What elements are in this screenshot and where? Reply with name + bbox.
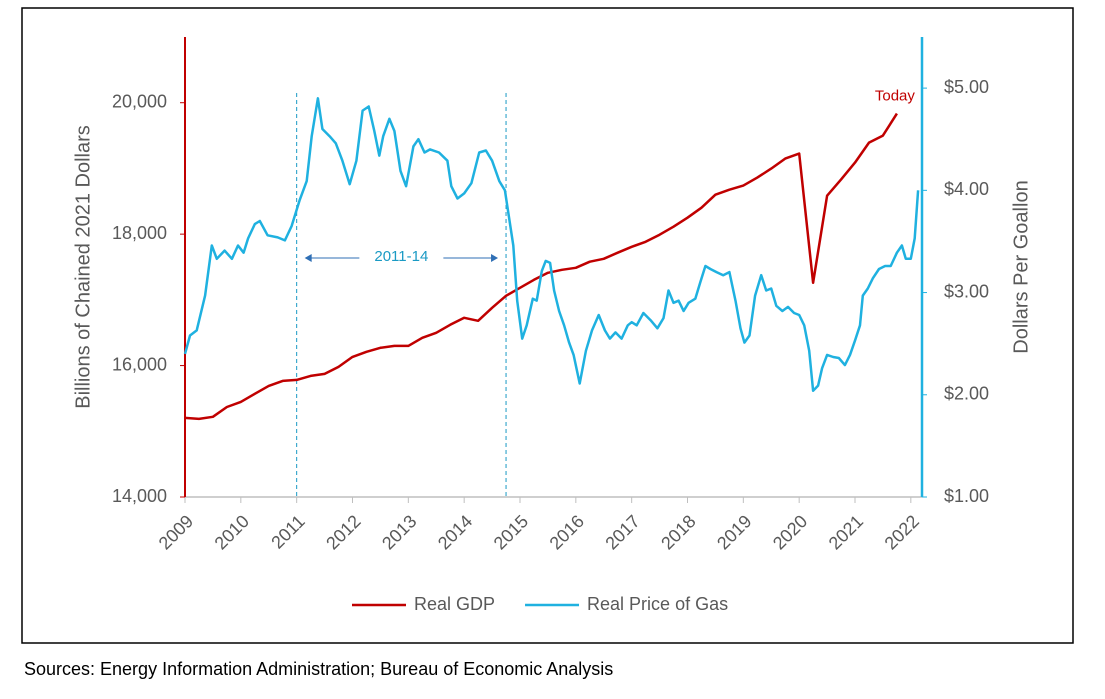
y-axis-label: Billions of Chained 2021 Dollars (72, 125, 94, 409)
series-line (183, 97, 920, 392)
y-tick-label: 18,000 (112, 223, 167, 243)
x-tick-label: 2017 (601, 511, 643, 553)
x-tick-label: 2011 (267, 511, 309, 553)
y2-tick-label: $2.00 (944, 384, 989, 404)
y-tick-label: 16,000 (112, 354, 167, 374)
arrow-head (491, 254, 499, 262)
legend-label: Real GDP (414, 594, 495, 614)
x-tick-label: 2012 (322, 511, 364, 553)
x-tick-label: 2022 (881, 511, 923, 553)
arrow-head (304, 254, 312, 262)
frame (21, 7, 1074, 644)
x-tick-label: 2015 (490, 511, 532, 553)
y2-axis-label: Dollars Per Goallon (1010, 180, 1032, 353)
x-tick-label: 2010 (211, 511, 253, 553)
y2-tick-label: $3.00 (944, 281, 989, 301)
y-tick-label: 20,000 (112, 91, 167, 111)
x-tick-label: 2021 (825, 511, 867, 553)
x-tick-label: 2013 (378, 511, 420, 553)
series-line (184, 112, 898, 421)
x-tick-label: 2009 (155, 511, 197, 553)
source-note: Sources: Energy Information Administrati… (24, 659, 613, 679)
y2-tick-label: $5.00 (944, 77, 989, 97)
y2-tick-label: $4.00 (944, 179, 989, 199)
annotation: Today (875, 88, 916, 105)
x-tick-label: 2018 (657, 511, 699, 553)
legend-label: Real Price of Gas (587, 594, 728, 614)
y2-tick-label: $1.00 (944, 486, 989, 506)
x-tick-label: 2016 (546, 511, 588, 553)
y-tick-label: 14,000 (112, 486, 167, 506)
period-label: 2011-14 (374, 248, 428, 265)
x-tick-label: 2019 (713, 511, 755, 553)
x-tick-label: 2020 (769, 511, 811, 553)
x-tick-label: 2014 (434, 511, 476, 553)
